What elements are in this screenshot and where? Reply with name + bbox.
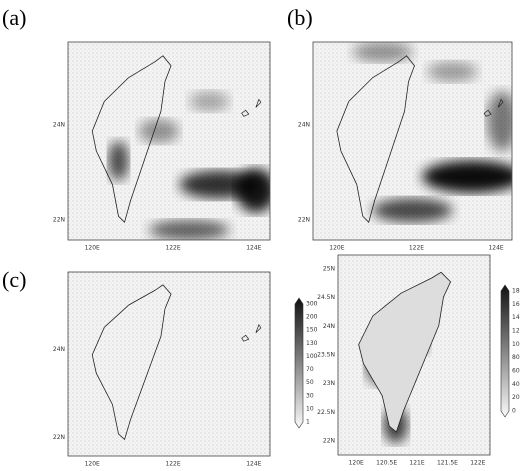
panel-label: (c) — [2, 267, 26, 292]
precip-blob — [138, 119, 179, 144]
colorbar — [500, 284, 510, 418]
colorbar-label: 140 — [512, 314, 520, 321]
y-tick-label: 24.5N — [317, 294, 335, 301]
island — [241, 323, 262, 342]
x-tick-label: 122E — [165, 461, 180, 468]
y-tick-label: 23.5N — [317, 352, 335, 359]
precip-blob — [189, 91, 230, 112]
colorbar-label: 1 — [306, 419, 310, 426]
colorbar-label: 130 — [306, 340, 318, 347]
shading — [352, 42, 512, 223]
y-tick-label: 23N — [323, 380, 335, 387]
coastline — [92, 285, 171, 440]
colorbar-label: 50 — [306, 379, 314, 386]
island — [483, 98, 504, 117]
colorbar-label: 150 — [306, 327, 318, 334]
colorbar-label: 160 — [512, 301, 520, 308]
colorbar-label: 40 — [512, 381, 520, 388]
x-tick-label: 122E — [470, 460, 485, 467]
colorbar-label: 100 — [306, 353, 318, 360]
colorbar-label: 80 — [512, 354, 520, 361]
y-tick-label: 22N — [323, 438, 335, 445]
y-tick-label: 22.5N — [317, 409, 335, 416]
x-tick-label: 121E — [409, 460, 424, 467]
x-tick-label: 122E — [165, 245, 180, 252]
precip-blob — [235, 168, 270, 213]
y-tick-label: 22N — [298, 217, 310, 224]
colorbar-label: 60 — [512, 368, 520, 375]
colorbar-label: 30 — [306, 392, 314, 399]
y-tick-label: 22N — [53, 434, 65, 441]
map-background — [68, 272, 270, 456]
y-tick-label: 24N — [53, 346, 65, 353]
x-tick-label: 121.5E — [437, 460, 458, 467]
panel-label: (b) — [287, 5, 313, 30]
map-frame — [337, 254, 491, 456]
x-tick-label: 120E — [85, 245, 100, 252]
colorbar-label: 0 — [512, 408, 516, 415]
coastline — [92, 56, 171, 222]
colorbar-label: 300 — [306, 301, 318, 308]
x-tick-label: 120.5E — [376, 460, 397, 467]
x-tick-label: 124E — [488, 245, 503, 252]
map-frame — [312, 41, 513, 241]
precip-blob — [149, 220, 230, 240]
x-tick-label: 120E — [85, 461, 100, 468]
x-tick-label: 120E — [349, 460, 364, 467]
y-tick-label: 24N — [298, 122, 310, 129]
x-tick-label: 124E — [246, 245, 261, 252]
colorbar-label: 70 — [306, 366, 314, 373]
shading — [108, 91, 270, 240]
x-tick-label: 124E — [246, 461, 261, 468]
colorbar-label: 180 — [512, 288, 520, 295]
x-tick-label: 120E — [329, 245, 344, 252]
precip-blob — [108, 140, 129, 181]
panel-label: (a) — [2, 5, 26, 30]
colorbar-label: 10 — [306, 405, 314, 412]
y-tick-label: 24N — [323, 323, 335, 330]
precip-blob — [422, 160, 512, 193]
precip-blob — [427, 61, 478, 82]
map-frame — [67, 271, 271, 457]
colorbar — [294, 297, 304, 429]
coastline — [359, 272, 451, 432]
colorbar-label: 100 — [512, 341, 520, 348]
y-tick-label: 22N — [53, 217, 65, 224]
precip-blob — [487, 91, 512, 152]
x-tick-label: 122E — [409, 245, 424, 252]
precip-blob — [352, 42, 413, 62]
y-tick-label: 24N — [53, 122, 65, 129]
precip-blob — [372, 198, 453, 223]
colorbar-label: 200 — [306, 314, 318, 321]
y-tick-label: 25N — [323, 266, 335, 273]
colorbar-label: 20 — [512, 394, 520, 401]
colorbar-label: 120 — [512, 328, 520, 335]
map-frame — [67, 41, 271, 241]
coastline — [337, 56, 415, 222]
island — [241, 98, 262, 117]
